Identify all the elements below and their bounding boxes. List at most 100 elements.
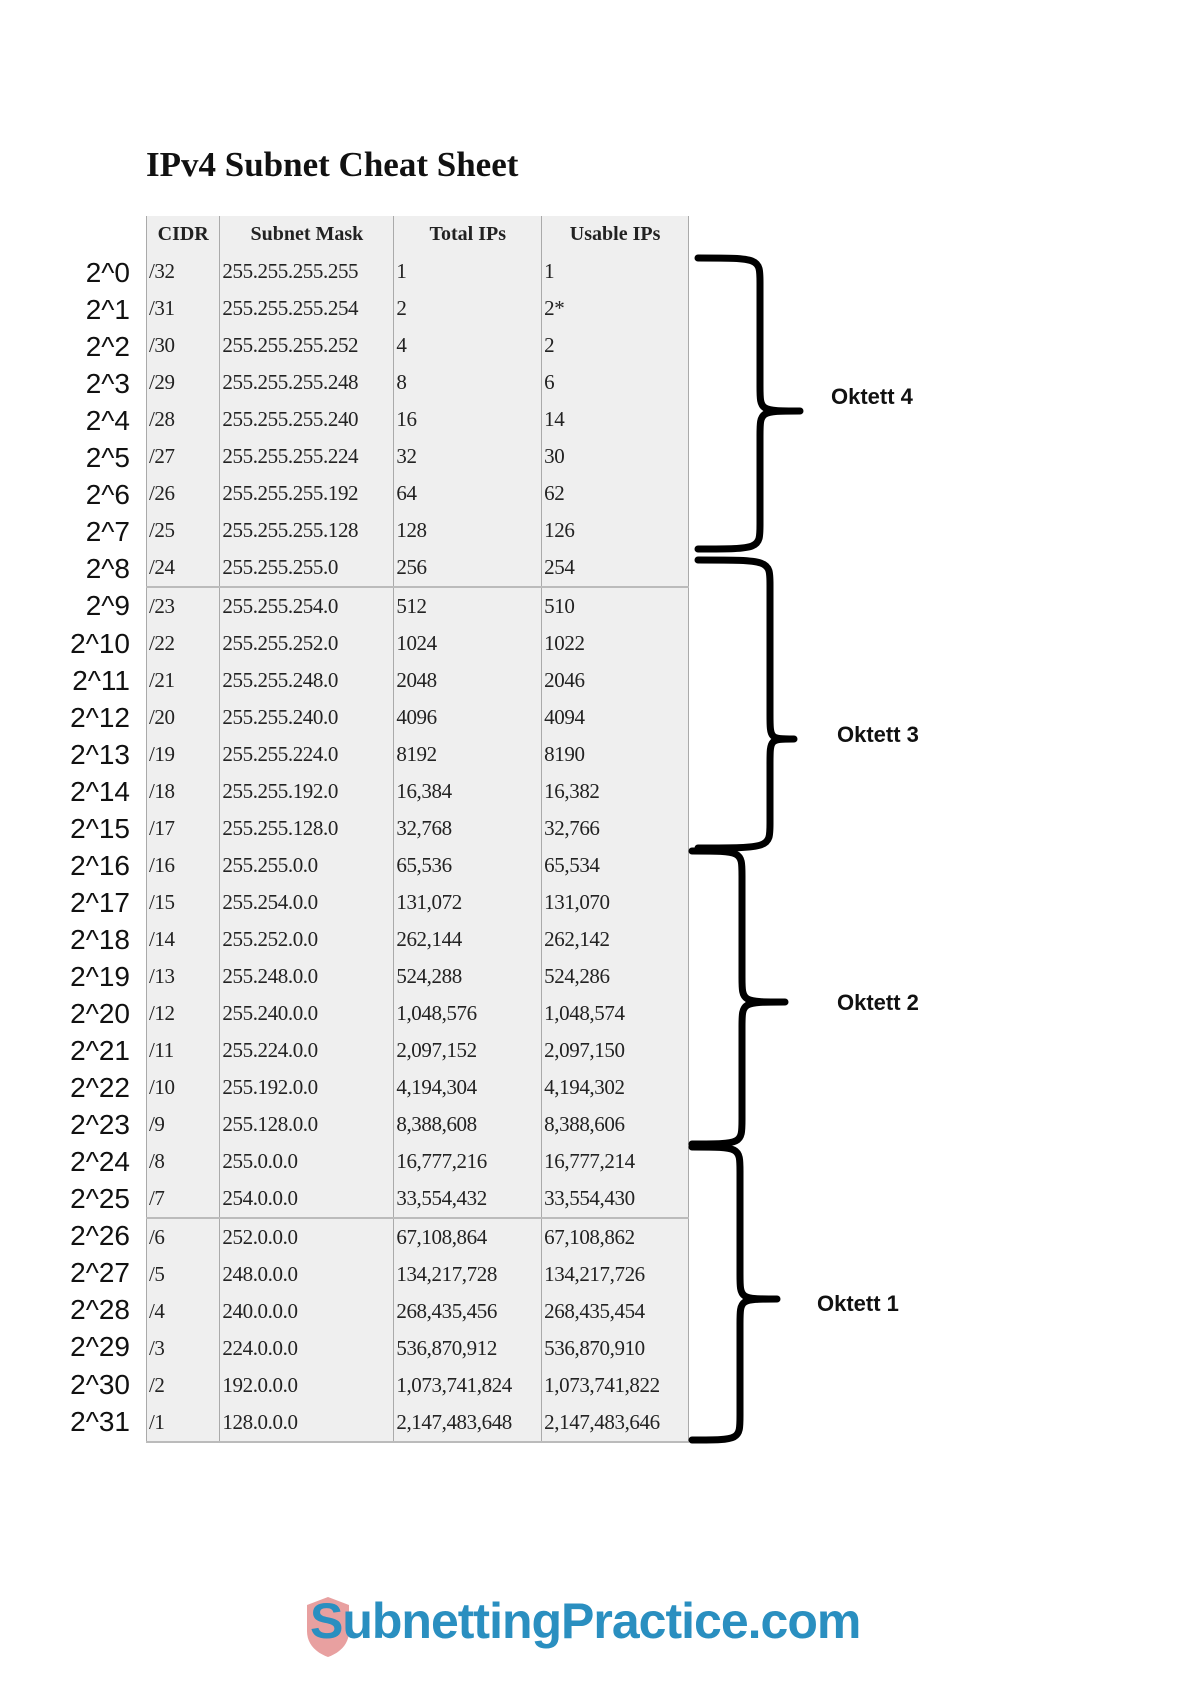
cell-mask: 255.254.0.0	[219, 884, 395, 921]
cell-usable: 262,142	[541, 921, 689, 958]
cell-total: 2048	[393, 662, 543, 699]
table-row: /23 255.255.254.0 512 510	[145, 586, 689, 625]
power-of-two-label: 2^2	[85, 331, 130, 363]
table-row: /9 255.128.0.0 8,388,608 8,388,606	[145, 1106, 689, 1143]
cell-total: 4	[393, 327, 543, 364]
cell-total: 524,288	[393, 958, 543, 995]
cell-mask: 255.224.0.0	[219, 1032, 395, 1069]
table-row: /14 255.252.0.0 262,144 262,142	[145, 921, 689, 958]
table-row: /17 255.255.128.0 32,768 32,766	[145, 810, 689, 847]
cell-cidr: /21	[145, 662, 221, 699]
table-row: /16 255.255.0.0 65,536 65,534	[145, 847, 689, 884]
power-of-two-label: 2^15	[70, 812, 130, 844]
cell-total: 4096	[393, 699, 543, 736]
power-of-two-label: 2^27	[70, 1257, 130, 1289]
cell-mask: 255.255.128.0	[219, 810, 395, 847]
cell-mask: 255.255.255.240	[219, 401, 395, 438]
octet-label-3: Oktett 3	[837, 722, 919, 747]
table-row: /3 224.0.0.0 536,870,912 536,870,910	[145, 1330, 689, 1367]
octet-label-1: Oktett 1	[817, 1291, 899, 1316]
power-of-two-label: 2^17	[70, 886, 130, 918]
cell-cidr: /16	[145, 847, 221, 884]
table-row: /22 255.255.252.0 1024 1022	[145, 625, 689, 662]
cell-usable: 4,194,302	[541, 1069, 689, 1106]
cell-usable: 8190	[541, 736, 689, 773]
cell-usable: 510	[541, 586, 689, 625]
octet-braces	[688, 254, 804, 1444]
cell-mask: 255.255.224.0	[219, 736, 395, 773]
table-row: /31 255.255.255.254 2 2*	[145, 290, 689, 327]
power-of-two-label: 2^7	[85, 516, 130, 548]
cell-mask: 255.255.255.128	[219, 512, 395, 549]
power-of-two-label: 2^16	[70, 849, 130, 881]
table-row: /11 255.224.0.0 2,097,152 2,097,150	[145, 1032, 689, 1069]
power-of-two-label: 2^14	[70, 775, 130, 807]
cell-cidr: /15	[145, 884, 221, 921]
cell-usable: 126	[541, 512, 689, 549]
table-row: /21 255.255.248.0 2048 2046	[145, 662, 689, 699]
table-row: /24 255.255.255.0 256 254	[145, 549, 689, 587]
shield-icon	[307, 1597, 349, 1657]
cell-cidr: /32	[145, 253, 221, 290]
cell-total: 1,048,576	[393, 995, 543, 1032]
cell-mask: 255.255.255.252	[219, 327, 395, 364]
cell-cidr: /29	[145, 364, 221, 401]
curly-brace-octet-1	[688, 1143, 781, 1444]
cell-cidr: /4	[145, 1293, 221, 1330]
table-row: /19 255.255.224.0 8192 8190	[145, 736, 689, 773]
power-of-two-label: 2^30	[70, 1368, 130, 1400]
cell-mask: 255.128.0.0	[219, 1106, 395, 1143]
cell-total: 32	[393, 438, 543, 475]
curly-brace-octet-2	[688, 847, 789, 1148]
logo: SubnettingPractice.com	[300, 1592, 910, 1662]
cell-cidr: /14	[145, 921, 221, 958]
cell-mask: 255.255.254.0	[219, 586, 395, 625]
power-of-two-label: 2^25	[70, 1183, 130, 1215]
cell-cidr: /11	[145, 1032, 221, 1069]
cell-total: 536,870,912	[393, 1330, 543, 1367]
cell-mask: 128.0.0.0	[219, 1404, 395, 1443]
cell-cidr: /30	[145, 327, 221, 364]
cell-cidr: /19	[145, 736, 221, 773]
cell-usable: 2,097,150	[541, 1032, 689, 1069]
cell-cidr: /25	[145, 512, 221, 549]
cell-total: 8	[393, 364, 543, 401]
cell-total: 2,097,152	[393, 1032, 543, 1069]
cell-usable: 16,382	[541, 773, 689, 810]
octet-label-2: Oktett 2	[837, 990, 919, 1015]
cell-mask: 255.255.252.0	[219, 625, 395, 662]
power-of-two-label: 2^13	[70, 738, 130, 770]
power-of-two-label: 2^31	[70, 1405, 130, 1437]
power-of-two-label: 2^6	[85, 479, 130, 511]
cell-usable: 30	[541, 438, 689, 475]
cell-total: 256	[393, 549, 543, 587]
cell-mask: 255.255.255.248	[219, 364, 395, 401]
cell-usable: 32,766	[541, 810, 689, 847]
table-row: /7 254.0.0.0 33,554,432 33,554,430	[145, 1180, 689, 1218]
power-of-two-label: 2^23	[70, 1109, 130, 1141]
subnet-table: CIDR Subnet Mask Total IPs Usable IPs /3…	[145, 216, 689, 1443]
table-row: /28 255.255.255.240 16 14	[145, 401, 689, 438]
curly-brace-octet-4	[694, 254, 804, 553]
power-of-two-label: 2^8	[85, 553, 130, 585]
cell-total: 268,435,456	[393, 1293, 543, 1330]
power-of-two-label: 2^4	[85, 405, 130, 437]
cell-cidr: /5	[145, 1256, 221, 1293]
cell-usable: 1,048,574	[541, 995, 689, 1032]
power-of-two-label: 2^19	[70, 960, 130, 992]
page-title: IPv4 Subnet Cheat Sheet	[146, 145, 519, 184]
cell-mask: 255.255.255.0	[219, 549, 395, 587]
column-header-subnet-mask: Subnet Mask	[219, 216, 395, 253]
power-of-two-label: 2^20	[70, 998, 130, 1029]
cell-cidr: /27	[145, 438, 221, 475]
table-row: /29 255.255.255.248 8 6	[145, 364, 689, 401]
power-of-two-label: 2^11	[72, 664, 130, 696]
curly-brace-octet-3	[694, 556, 798, 852]
cell-usable: 1	[541, 253, 689, 290]
cell-cidr: /1	[145, 1404, 221, 1443]
power-of-two-label: 2^0	[85, 257, 130, 288]
cell-usable: 524,286	[541, 958, 689, 995]
cell-total: 262,144	[393, 921, 543, 958]
table-row: /15 255.254.0.0 131,072 131,070	[145, 884, 689, 921]
cell-usable: 16,777,214	[541, 1143, 689, 1180]
